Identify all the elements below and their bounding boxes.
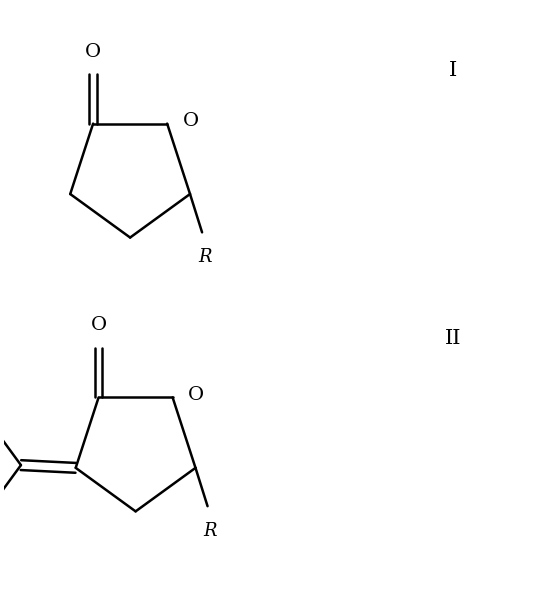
Text: I: I <box>449 61 458 80</box>
Text: II: II <box>445 329 461 348</box>
Text: O: O <box>91 316 107 335</box>
Text: R: R <box>198 248 212 266</box>
Text: O: O <box>182 112 198 130</box>
Text: R: R <box>203 521 217 540</box>
Text: O: O <box>188 386 204 404</box>
Text: O: O <box>85 43 101 61</box>
